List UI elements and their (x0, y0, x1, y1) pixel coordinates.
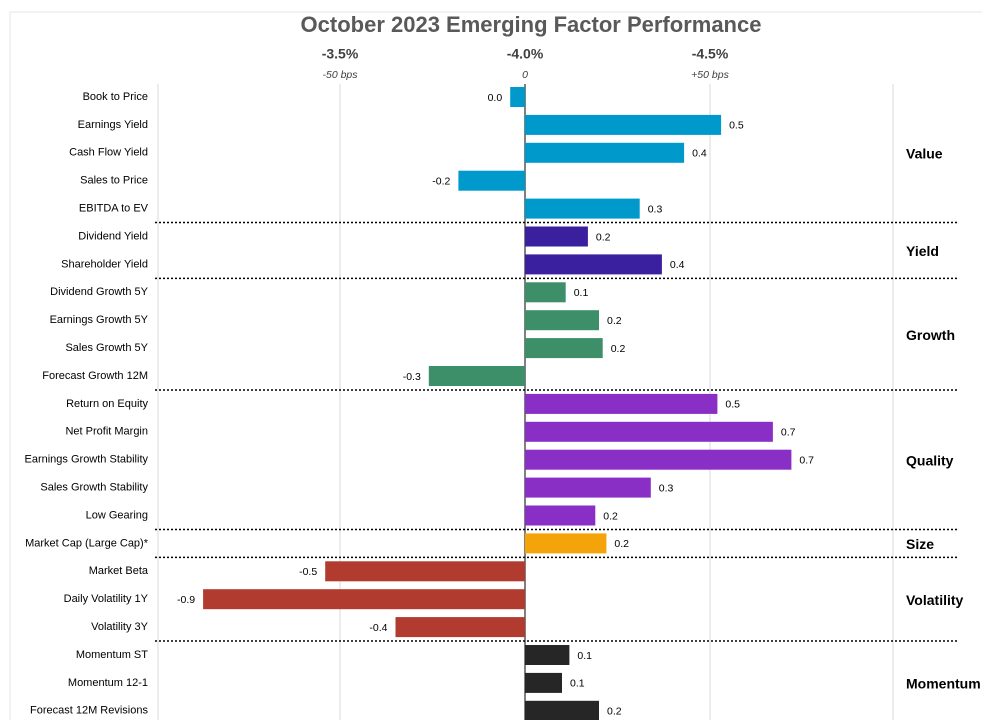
value-label: 0.4 (692, 148, 707, 160)
bar (525, 533, 607, 554)
value-label: -0.5 (299, 566, 317, 578)
bar (525, 114, 722, 135)
category-label: Market Beta (89, 565, 149, 577)
value-label: 0.0 (488, 92, 503, 104)
value-label: 0.4 (670, 259, 685, 271)
value-label: -0.2 (432, 175, 450, 187)
bar (525, 282, 566, 303)
bar (525, 198, 640, 219)
value-label: 0.7 (781, 427, 796, 439)
bar (525, 421, 773, 442)
group-label: Yield (906, 243, 939, 259)
category-label: Book to Price (83, 91, 148, 103)
group-label: Quality (906, 452, 954, 468)
bar (525, 449, 792, 470)
x-tick-sublabel: 0 (522, 69, 528, 81)
bar (525, 672, 562, 693)
value-label: 0.5 (729, 120, 744, 132)
frame (9, 11, 982, 720)
value-label: 0.1 (570, 678, 585, 690)
category-label: Earnings Growth Stability (25, 454, 149, 466)
group-label: Growth (906, 327, 955, 343)
x-tick-sublabel: +50 bps (691, 69, 729, 81)
category-label: Earnings Growth 5Y (50, 314, 149, 326)
value-label: -0.3 (403, 371, 421, 383)
category-label: Sales Growth 5Y (65, 342, 148, 354)
category-label: Net Profit Margin (65, 426, 148, 438)
bar (525, 505, 596, 526)
value-label: 0.3 (659, 482, 674, 494)
bar (525, 226, 588, 247)
bar (525, 477, 651, 498)
value-label: -0.4 (369, 622, 387, 634)
x-tick-label: -4.0% (507, 46, 544, 62)
value-label: 0.2 (607, 315, 622, 327)
group-label: Momentum (906, 676, 981, 692)
chart-title: October 2023 Emerging Factor Performance (301, 12, 762, 37)
value-label: 0.2 (611, 343, 626, 355)
bar (510, 87, 525, 107)
value-label: 0.2 (607, 706, 622, 718)
category-label: Return on Equity (66, 398, 148, 410)
x-tick-sublabel: -50 bps (322, 69, 358, 81)
category-label: Momentum 12-1 (68, 677, 148, 689)
value-label: -0.9 (177, 594, 195, 606)
value-label: 0.1 (574, 287, 589, 299)
bar (395, 617, 525, 638)
bar (525, 645, 570, 665)
value-label: 0.2 (596, 231, 611, 243)
bar (525, 142, 685, 163)
category-label: Forecast 12M Revisions (30, 705, 148, 717)
group-label: Volatility (906, 592, 964, 608)
category-label: Dividend Yield (78, 230, 148, 242)
value-label: 0.3 (648, 203, 663, 215)
bar (525, 310, 599, 331)
category-label: Forecast Growth 12M (42, 370, 148, 382)
bar (525, 393, 718, 414)
value-label: 0.2 (614, 538, 629, 550)
category-label: Low Gearing (86, 509, 148, 521)
value-label: 0.5 (725, 399, 740, 411)
bar (203, 589, 525, 610)
category-label: EBITDA to EV (79, 203, 149, 215)
category-label: Market Cap (Large Cap)* (25, 537, 149, 549)
bar (525, 254, 662, 275)
group-label: Size (906, 536, 934, 552)
value-label: 0.7 (799, 454, 814, 466)
category-label: Daily Volatility 1Y (64, 593, 149, 605)
value-label: 0.1 (577, 650, 592, 662)
category-label: Sales Growth Stability (40, 482, 148, 494)
category-label: Volatility 3Y (91, 621, 149, 633)
category-label: Earnings Yield (78, 119, 148, 131)
group-label: Value (906, 146, 943, 162)
category-label: Sales to Price (80, 175, 148, 187)
bar (525, 700, 599, 720)
bar (325, 561, 525, 582)
x-tick-label: -3.5% (322, 46, 359, 62)
bar (428, 366, 525, 386)
category-label: Dividend Growth 5Y (50, 286, 148, 298)
category-label: Momentum ST (76, 649, 148, 661)
x-tick-label: -4.5% (692, 46, 729, 62)
category-label: Shareholder Yield (61, 258, 148, 270)
category-label: Cash Flow Yield (69, 147, 148, 159)
bar (458, 170, 525, 191)
bar (525, 338, 603, 359)
value-label: 0.2 (603, 510, 618, 522)
